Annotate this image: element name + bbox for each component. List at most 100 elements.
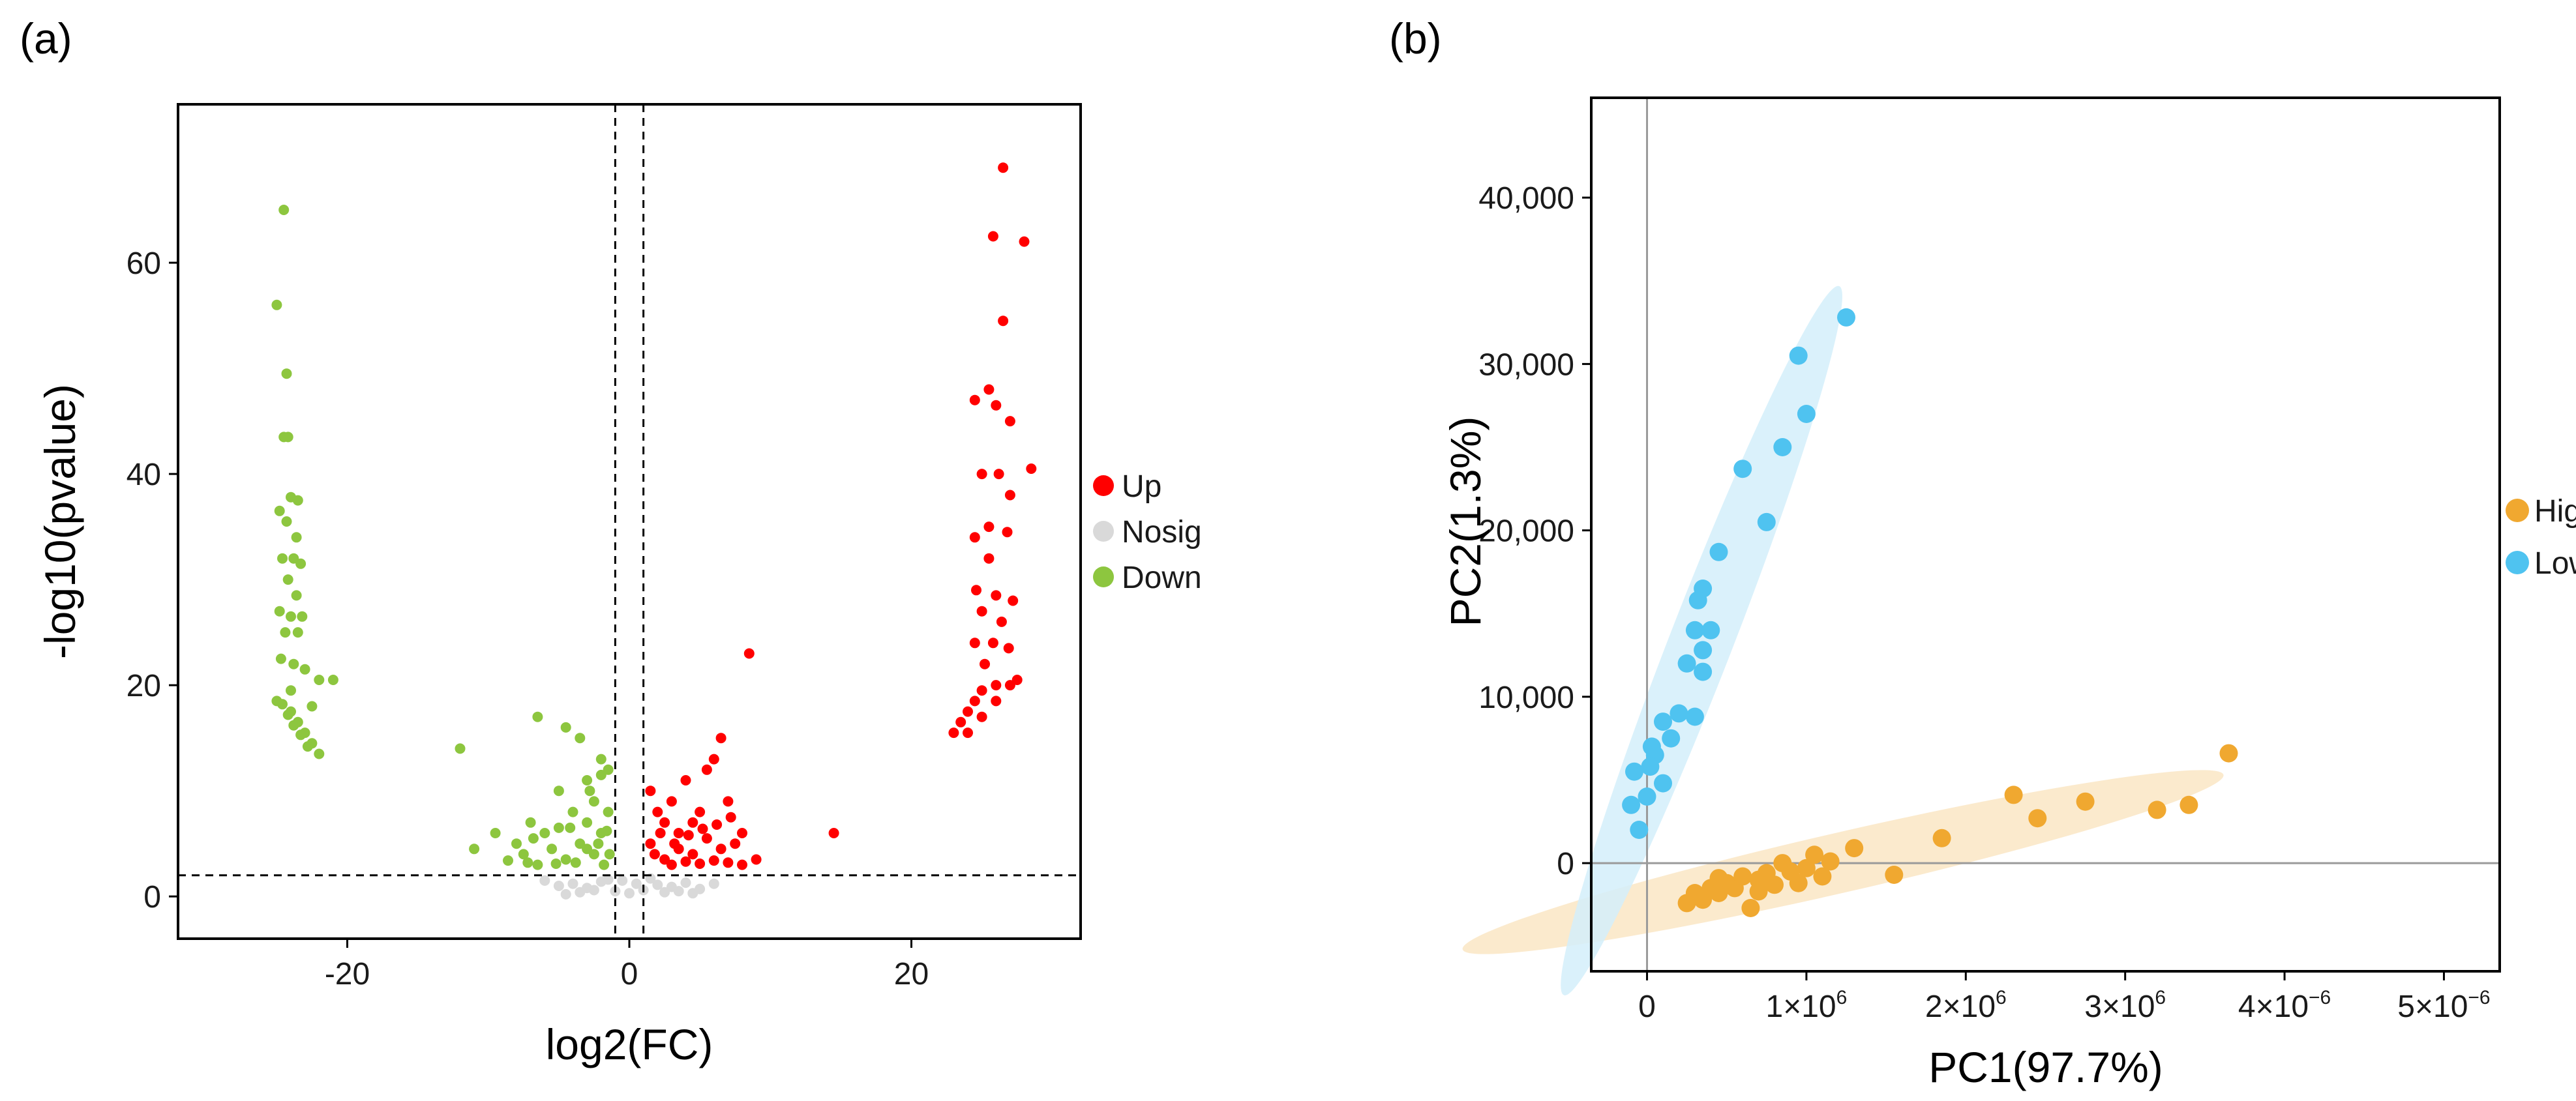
point-up <box>980 658 990 669</box>
point-up <box>976 606 987 617</box>
point-down <box>455 743 466 754</box>
point-high <box>2179 795 2198 814</box>
point-low <box>1641 757 1660 776</box>
point-up <box>963 727 973 739</box>
point-down <box>575 733 586 744</box>
point-down <box>528 833 539 844</box>
point-nosig <box>567 878 578 889</box>
point-up <box>737 859 747 870</box>
point-down <box>286 611 296 622</box>
point-down <box>593 838 604 849</box>
point-up <box>969 532 980 543</box>
point-low <box>1789 346 1808 365</box>
legend-key-up <box>1093 475 1114 496</box>
x-tick-label: 5×10−6 <box>2397 987 2490 1024</box>
point-down <box>307 701 318 712</box>
point-low <box>1688 591 1707 609</box>
point-down <box>288 720 299 731</box>
point-down <box>522 857 533 868</box>
y-tick-label: 0 <box>1557 847 1574 881</box>
point-high <box>1821 852 1840 871</box>
point-down <box>525 817 536 828</box>
point-down <box>595 754 607 765</box>
point-down <box>553 822 564 833</box>
point-up <box>723 796 734 807</box>
point-high <box>1733 867 1752 886</box>
point-up <box>1002 527 1013 538</box>
point-down <box>490 828 501 838</box>
point-low <box>1654 712 1672 731</box>
point-up <box>955 716 966 727</box>
legend-label-up: Up <box>1122 469 1161 504</box>
point-down <box>302 741 313 752</box>
point-up <box>683 830 694 841</box>
point-down <box>532 711 543 722</box>
point-down <box>327 675 338 685</box>
point-nosig <box>560 888 571 900</box>
panel-label-b: (b) <box>1389 14 1442 63</box>
point-down <box>281 516 292 527</box>
volcano-x-axis-label: log2(FC) <box>546 1020 713 1068</box>
point-down <box>278 432 290 443</box>
point-high <box>2076 792 2095 811</box>
point-low <box>1701 621 1720 639</box>
point-low <box>1638 787 1656 806</box>
point-high <box>1741 899 1760 917</box>
point-down <box>532 859 543 870</box>
point-down <box>292 627 303 638</box>
pca-x-axis: 0 1×106 2×106 3×106 4×10−6 5×10−6 <box>1638 971 2491 1024</box>
point-up <box>666 859 677 870</box>
volcano-y-axis: 0 20 40 60 <box>127 246 178 915</box>
point-down <box>314 748 325 759</box>
legend-label-low: Low <box>2534 546 2576 581</box>
point-low <box>1773 438 1792 456</box>
point-down <box>584 785 595 797</box>
point-up <box>659 817 670 828</box>
point-high <box>2028 809 2047 828</box>
point-down <box>567 806 578 817</box>
point-low <box>1837 308 1855 327</box>
point-down <box>274 505 285 516</box>
volcano-plot-frame <box>177 103 1082 940</box>
point-low <box>1625 762 1643 781</box>
point-low <box>1677 654 1696 673</box>
point-low <box>1662 729 1681 748</box>
point-down <box>282 709 293 720</box>
point-up <box>983 384 995 395</box>
point-down <box>295 558 307 569</box>
point-up <box>687 817 698 828</box>
point-high <box>2219 744 2238 763</box>
point-up <box>976 711 987 722</box>
legend-key-low <box>2506 551 2529 574</box>
point-down <box>297 611 308 622</box>
point-down <box>291 590 302 601</box>
point-nosig <box>553 881 564 891</box>
volcano-points <box>271 162 1037 900</box>
y-tick-label: 20 <box>127 669 161 703</box>
point-down <box>295 729 307 741</box>
pca-plot-frame <box>1590 96 2501 973</box>
point-up <box>991 696 1002 707</box>
point-high <box>1749 882 1768 901</box>
point-high <box>1789 873 1808 892</box>
point-down <box>582 844 593 855</box>
confidence-ellipses <box>1462 286 2224 995</box>
point-high <box>1765 875 1784 894</box>
point-up <box>1019 236 1030 247</box>
point-up <box>969 696 980 707</box>
point-low <box>1654 774 1672 793</box>
point-up <box>645 838 656 849</box>
point-nosig <box>687 888 698 899</box>
point-up <box>737 828 747 838</box>
point-up <box>669 838 680 849</box>
point-down <box>292 495 303 506</box>
point-up <box>976 685 987 696</box>
point-down <box>314 675 325 685</box>
y-tick-label: 40,000 <box>1478 181 1574 216</box>
point-down <box>291 532 302 543</box>
y-tick-label: 0 <box>143 880 161 915</box>
point-down <box>582 775 593 785</box>
point-down <box>599 859 610 870</box>
point-nosig <box>539 875 550 886</box>
